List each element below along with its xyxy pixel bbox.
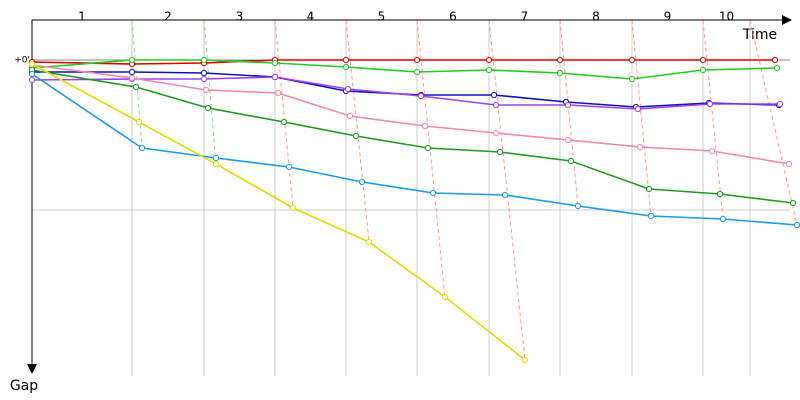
- data-point: [424, 144, 432, 152]
- data-point: [716, 190, 724, 198]
- y-axis-arrow: [27, 364, 37, 374]
- data-point: [200, 69, 208, 77]
- data-point: [521, 356, 529, 364]
- data-point: [574, 202, 582, 210]
- lap-label: 8: [592, 10, 600, 24]
- data-point: [634, 105, 642, 113]
- data-point: [271, 73, 279, 81]
- data-point: [128, 74, 136, 82]
- data-point: [138, 144, 146, 152]
- data-point: [28, 70, 36, 78]
- data-point: [501, 191, 509, 199]
- data-point: [280, 118, 288, 126]
- series-line: [31, 59, 778, 80]
- data-point: [421, 122, 429, 130]
- data-point: [699, 56, 707, 64]
- lap-connector: [488, 19, 526, 361]
- data-point: [135, 118, 143, 126]
- data-point: [417, 92, 425, 100]
- lap-connector: [203, 19, 217, 165]
- data-point: [628, 75, 636, 83]
- lap-connector: [416, 19, 446, 298]
- data-point: [200, 75, 208, 83]
- data-point: [492, 129, 500, 137]
- data-point: [365, 238, 373, 246]
- data-point: [212, 160, 220, 168]
- data-point: [274, 89, 282, 97]
- lap-connector: [702, 19, 724, 220]
- lap-connector: [274, 19, 294, 209]
- data-point: [485, 66, 493, 74]
- y-tick-label: +0': [14, 56, 30, 66]
- data-point: [773, 64, 781, 72]
- data-point: [564, 136, 572, 144]
- data-point: [285, 163, 293, 171]
- data-point: [352, 132, 360, 140]
- x-axis-label: Time: [742, 27, 777, 43]
- data-point: [485, 56, 493, 64]
- data-point: [496, 148, 504, 156]
- lap-label: 7: [521, 10, 529, 24]
- lap-connector: [559, 19, 579, 207]
- data-point: [28, 76, 36, 84]
- lap-label: 3: [236, 10, 244, 24]
- data-point: [289, 204, 297, 212]
- lap-connector: [131, 19, 143, 149]
- data-point: [342, 63, 350, 71]
- data-point: [28, 60, 36, 68]
- lap-connector: [749, 19, 798, 226]
- series-line: [31, 76, 780, 110]
- data-point: [358, 178, 366, 186]
- data-point: [492, 101, 500, 109]
- lap-label: 10: [719, 10, 734, 24]
- data-point: [771, 56, 779, 64]
- data-point: [556, 56, 564, 64]
- data-point: [699, 66, 707, 74]
- data-point: [342, 56, 350, 64]
- lap-connector: [345, 19, 370, 243]
- series-line: [31, 63, 526, 361]
- data-point: [413, 56, 421, 64]
- data-point: [132, 83, 140, 91]
- lap-label: 5: [378, 10, 386, 24]
- lap-connector: [631, 19, 652, 217]
- data-point: [344, 85, 352, 93]
- data-point: [128, 56, 136, 64]
- data-point: [567, 157, 575, 165]
- x-axis-arrow: [782, 15, 792, 25]
- data-point: [564, 101, 572, 109]
- data-point: [793, 221, 800, 229]
- series-line: [31, 69, 794, 204]
- data-point: [204, 104, 212, 112]
- data-point: [413, 68, 421, 76]
- data-point: [647, 212, 655, 220]
- data-point: [202, 86, 210, 94]
- data-point: [200, 56, 208, 64]
- data-point: [708, 147, 716, 155]
- data-point: [789, 199, 797, 207]
- data-point: [645, 185, 653, 193]
- lap-label: 2: [164, 10, 172, 24]
- data-point: [785, 160, 793, 168]
- data-point: [128, 68, 136, 76]
- y-axis-label: Gap: [10, 378, 38, 394]
- lap-label: 9: [664, 10, 672, 24]
- lap-label: 1: [78, 10, 86, 24]
- lap-label: 4: [307, 10, 315, 24]
- lap-label: 6: [449, 10, 457, 24]
- data-point: [271, 59, 279, 67]
- data-point: [346, 112, 354, 120]
- data-point: [212, 154, 220, 162]
- data-point: [776, 100, 784, 108]
- data-point: [490, 91, 498, 99]
- data-point: [429, 189, 437, 197]
- data-point: [628, 56, 636, 64]
- data-point: [556, 69, 564, 77]
- data-point: [719, 215, 727, 223]
- data-point: [636, 143, 644, 151]
- data-point: [441, 293, 449, 301]
- data-point: [706, 100, 714, 108]
